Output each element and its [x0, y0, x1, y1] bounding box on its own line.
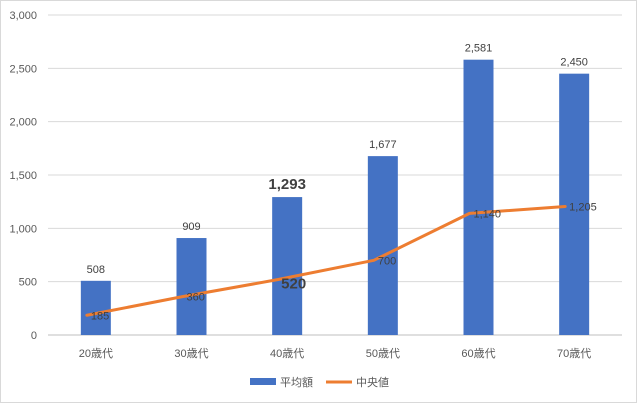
gridlines: [48, 14, 622, 336]
line-data-label: 520: [281, 276, 306, 293]
bar-data-label: 1,293: [268, 176, 306, 193]
legend-swatch-bar: [250, 378, 276, 385]
legend-label: 中央値: [356, 376, 389, 389]
bar-data-label: 508: [87, 264, 105, 276]
x-tick-label: 40歳代: [270, 347, 304, 360]
y-tick-label: 1,000: [9, 223, 37, 235]
y-tick-label: 0: [31, 330, 37, 342]
line-data-label: 700: [378, 255, 396, 267]
legend-label: 平均額: [280, 376, 313, 389]
legend: 平均額 中央値: [250, 376, 389, 389]
bar: [80, 280, 111, 335]
line-data-label: 185: [91, 310, 109, 322]
y-tick-label: 3,000: [9, 10, 37, 22]
y-axis: 0 500 1,000 1,500 2,000 2,500 3,000: [9, 10, 37, 342]
y-tick-label: 500: [19, 277, 37, 289]
bar-data-label: 2,450: [560, 57, 588, 69]
x-axis: 20歳代 30歳代 40歳代 50歳代 60歳代 70歳代: [79, 347, 592, 360]
y-tick-label: 2,500: [9, 63, 37, 75]
bar: [463, 59, 494, 336]
bar: [176, 238, 207, 335]
y-tick-label: 1,500: [9, 170, 37, 182]
x-tick-label: 70歳代: [557, 347, 591, 360]
line-series: [85, 204, 567, 317]
x-tick-label: 60歳代: [461, 347, 495, 360]
y-tick-label: 2,000: [9, 117, 37, 129]
line-data-label: 1,140: [474, 208, 502, 220]
median-line: [85, 204, 567, 317]
bar-series: [80, 59, 590, 336]
x-tick-label: 20歳代: [79, 347, 113, 360]
bar: [272, 197, 303, 335]
bar: [367, 156, 398, 335]
x-tick-label: 30歳代: [174, 347, 208, 360]
line-data-label: 360: [187, 292, 205, 304]
data-labels: 508 909 1,293 1,677 2,581 2,450 185 360 520 700 1,…: [87, 43, 597, 323]
bar-data-label: 2,581: [465, 43, 493, 55]
x-tick-label: 50歳代: [366, 347, 400, 360]
bar-data-label: 1,677: [369, 139, 397, 151]
bar: [559, 73, 590, 336]
line-data-label: 1,205: [569, 201, 597, 213]
bar-data-label: 909: [182, 221, 200, 233]
